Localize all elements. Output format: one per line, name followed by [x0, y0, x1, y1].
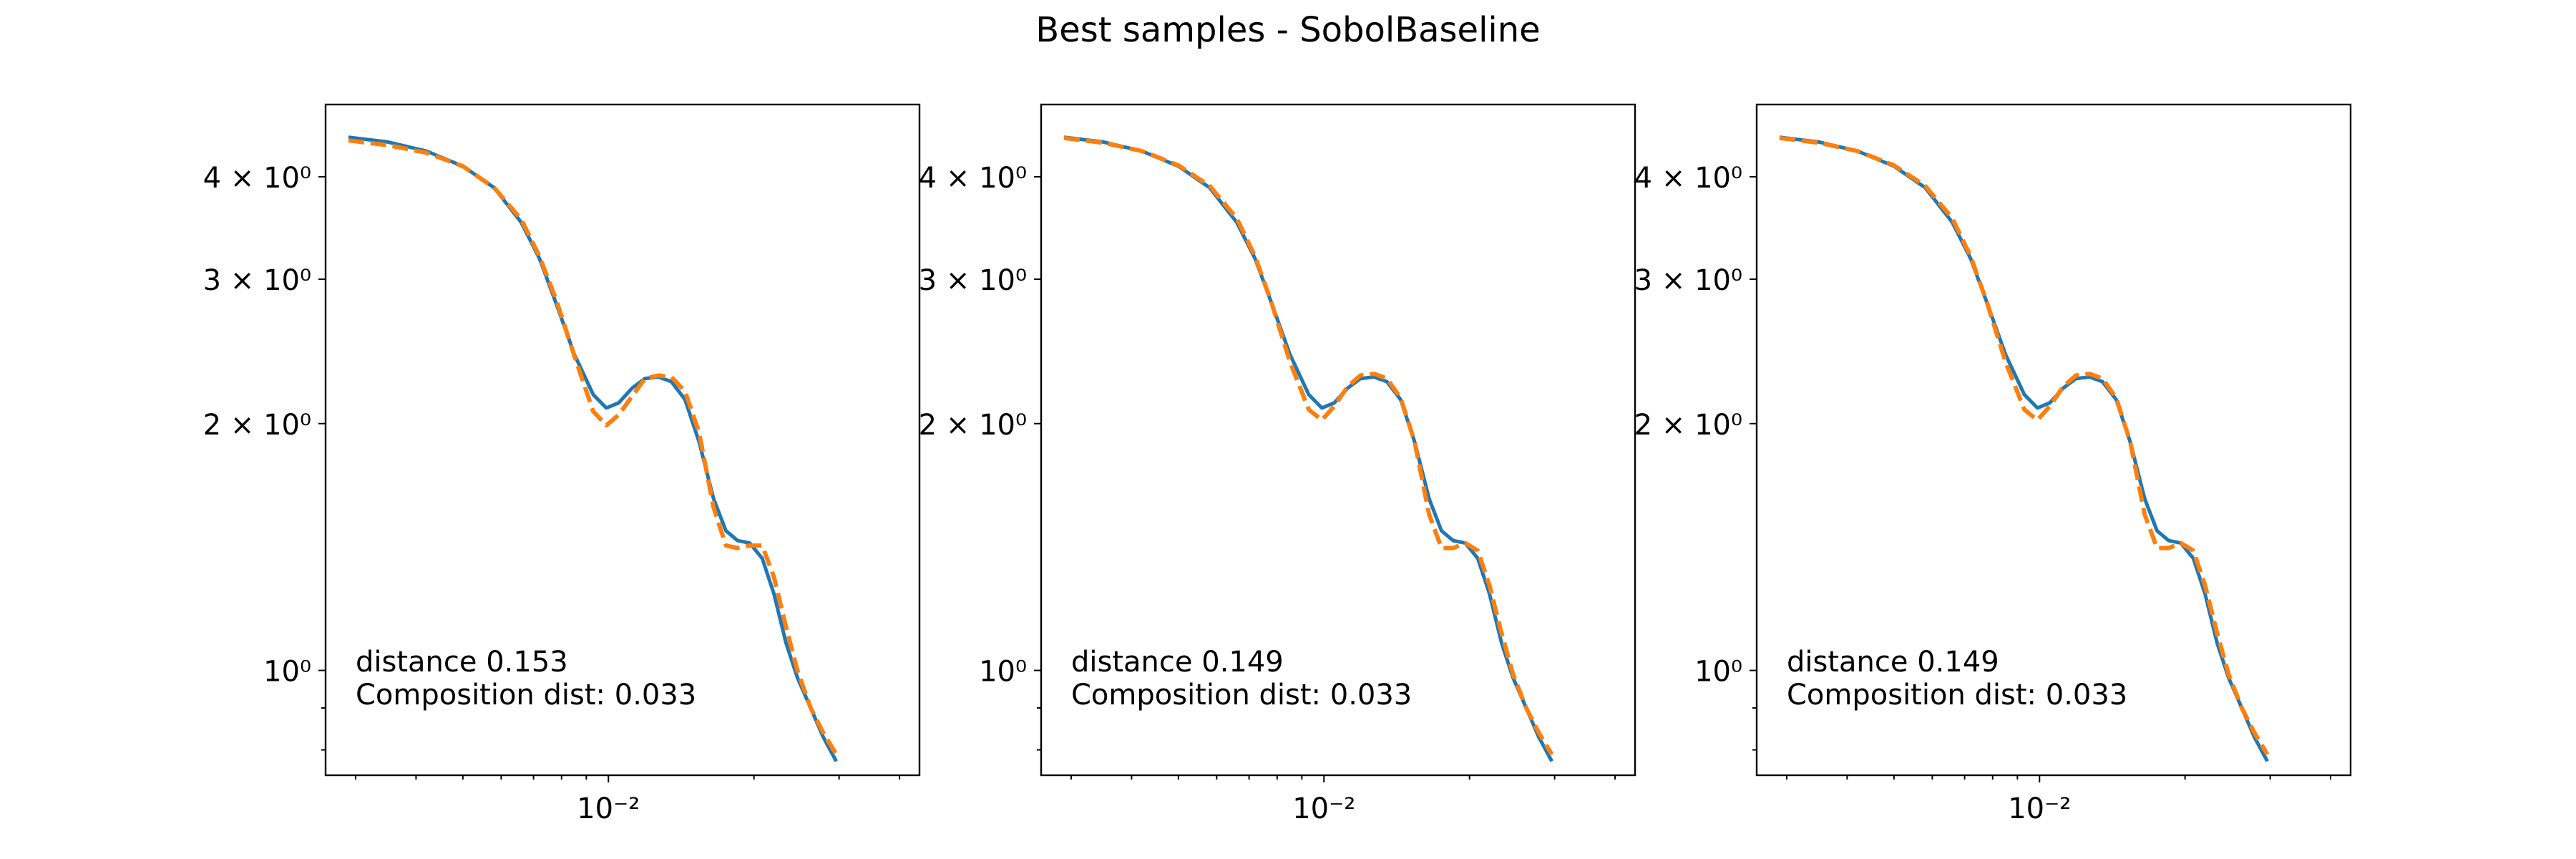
y-tick-label: 3 × 10⁰: [1634, 264, 1742, 297]
y-tick-label: 2 × 10⁰: [1634, 409, 1742, 442]
y-tick-label: 10⁰: [1694, 656, 1742, 689]
subplot-3: 4 × 10⁰ 3 × 10⁰ 2 × 10⁰ 10⁰ 10⁻² distance 0.1…: [1634, 103, 2352, 825]
distance-annotation: distance 0.149: [1071, 646, 1284, 679]
y-tick-label: 3 × 10⁰: [919, 264, 1027, 297]
dashed-series-line: [1779, 135, 2270, 756]
subplot-grid: 4 × 10⁰ 3 × 10⁰ 2 × 10⁰ 10⁰ 10⁻² distance 0.1…: [203, 103, 2352, 825]
dashed-series-line: [348, 138, 839, 756]
axes-frame: [1040, 103, 1636, 777]
figure-title: Best samples - SobolBaseline: [1035, 10, 1540, 50]
axes-frame: [324, 103, 921, 777]
composition-dist-annotation: Composition dist: 0.033: [1071, 679, 1412, 712]
composition-dist-annotation: Composition dist: 0.033: [1787, 679, 2127, 712]
subplot-2: 4 × 10⁰ 3 × 10⁰ 2 × 10⁰ 10⁰ 10⁻² distance 0.1…: [919, 103, 1636, 825]
composition-dist-annotation: Composition dist: 0.033: [356, 679, 696, 712]
x-tick-label: 10⁻²: [577, 792, 640, 825]
y-tick-label: 2 × 10⁰: [919, 409, 1027, 442]
subplot-1: 4 × 10⁰ 3 × 10⁰ 2 × 10⁰ 10⁰ 10⁻² distance 0.1…: [203, 103, 921, 825]
y-tick-label: 10⁰: [263, 656, 311, 689]
y-tick-label: 3 × 10⁰: [203, 264, 311, 297]
x-tick-label: 10⁻²: [2008, 792, 2071, 825]
y-tick-label: 4 × 10⁰: [919, 162, 1027, 195]
distance-annotation: distance 0.149: [1787, 646, 1999, 679]
x-tick-label: 10⁻²: [1292, 792, 1355, 825]
axes-frame: [1755, 103, 2352, 777]
distance-annotation: distance 0.153: [356, 646, 568, 679]
dashed-series-line: [1063, 135, 1554, 756]
y-tick-label: 4 × 10⁰: [1634, 162, 1742, 195]
y-tick-label: 4 × 10⁰: [203, 162, 311, 195]
y-tick-label: 2 × 10⁰: [203, 409, 311, 442]
y-tick-label: 10⁰: [979, 656, 1027, 689]
